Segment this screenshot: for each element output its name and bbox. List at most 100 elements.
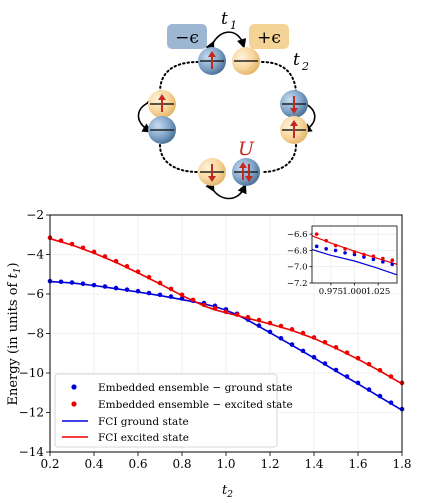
data-point-series-1 (381, 256, 385, 261)
data-point-series-0 (311, 354, 317, 360)
data-point-series-1 (69, 241, 75, 247)
data-point-series-1 (80, 245, 86, 251)
y-tick-label: −7.2 (287, 279, 308, 289)
data-point-series-0 (344, 374, 350, 379)
y-tick-label: −14 (19, 445, 45, 459)
data-point-series-1 (366, 361, 372, 367)
legend-marker-ensemble-ground (71, 384, 77, 390)
data-point-series-1 (102, 254, 108, 259)
data-point-series-1 (314, 232, 319, 236)
data-point-series-1 (91, 249, 97, 255)
main-x-ticks: 0.2 0.4 0.6 0.8 1.0 1.2 1.4 1.6 1.8 (40, 452, 412, 471)
dotted-bond-top-left (159, 61, 199, 93)
data-point-series-0 (388, 400, 394, 405)
series-line-2 (311, 249, 398, 276)
data-point-series-1 (343, 247, 347, 251)
x-tick-label: 0.6 (128, 457, 147, 471)
y-tick-label: −4 (26, 248, 44, 262)
site-top-right (232, 47, 260, 75)
legend-label-fci-ground: FCI ground state (98, 416, 189, 428)
y-tick-label: −6 (26, 287, 44, 301)
legend-marker-ensemble-excited (71, 401, 77, 407)
data-point-series-1 (333, 243, 338, 248)
data-point-series-0 (267, 329, 273, 335)
data-point-series-0 (377, 393, 383, 399)
plus-epsilon-label: +ϵ (257, 28, 281, 48)
data-point-series-1 (212, 305, 218, 311)
t1-label: t (221, 9, 228, 29)
x-tick-label: 1.000 (342, 287, 366, 297)
data-point-series-0 (355, 380, 361, 386)
data-point-series-0 (324, 247, 328, 251)
u-label: U (238, 138, 255, 160)
data-point-series-1 (371, 254, 376, 258)
data-point-series-1 (58, 238, 64, 243)
data-point-series-1 (157, 280, 163, 286)
data-point-series-1 (245, 315, 251, 320)
data-point-series-0 (333, 367, 339, 373)
data-point-series-0 (390, 262, 395, 267)
data-point-series-1 (179, 292, 185, 298)
x-tick-label: 0.8 (172, 457, 191, 471)
data-point-series-0 (278, 335, 284, 341)
dotted-bond-bottom-right (261, 144, 297, 173)
data-point-series-1 (113, 258, 119, 264)
y-tick-label: −2 (26, 208, 44, 222)
data-point-series-1 (311, 335, 317, 340)
x-tick-label: 0.4 (84, 457, 103, 471)
y-tick-label: −6.6 (287, 230, 308, 240)
y-tick-label: −8 (26, 327, 44, 341)
x-tick-label: 1.4 (304, 457, 323, 471)
legend-label-ensemble-ground: Embedded ensemble − ground state (98, 382, 293, 394)
site-right-lower (280, 116, 308, 144)
data-point-series-0 (256, 323, 262, 328)
site-bottom-left (198, 158, 226, 186)
t2-sub: 2 (301, 60, 309, 73)
data-point-series-0 (343, 251, 347, 255)
x-tick-label: 0.2 (40, 457, 59, 471)
site-bottom-right (232, 158, 260, 186)
data-point-series-1 (146, 274, 152, 280)
data-point-series-1 (390, 258, 395, 263)
hubbard-ring-diagram: −ϵ +ϵ t 1 t 2 U (137, 9, 316, 200)
main-y-ticks: −14 −12 −10 −8 −6 −4 −2 (19, 208, 50, 459)
legend-box (54, 373, 278, 448)
data-point-series-0 (124, 287, 130, 292)
data-point-series-0 (333, 248, 338, 253)
inset-series-points (314, 232, 395, 267)
data-point-series-1 (355, 355, 361, 361)
data-point-series-1 (234, 312, 240, 317)
data-point-series-0 (179, 296, 185, 301)
main-series-points (47, 235, 405, 412)
data-point-series-0 (366, 387, 372, 392)
data-point-series-1 (256, 317, 262, 323)
data-point-series-1 (201, 302, 207, 308)
data-point-series-0 (113, 285, 119, 291)
data-point-series-1 (388, 374, 394, 379)
x-tick-label: 1.6 (348, 457, 367, 471)
data-point-series-1 (300, 330, 306, 336)
minus-epsilon-label: −ϵ (175, 28, 199, 48)
site-left-upper (148, 90, 176, 118)
data-point-series-0 (322, 361, 328, 366)
main-plot: 0.2 0.4 0.6 0.8 1.0 1.2 1.4 1.6 1.8 −14−12−10−8−… (6, 208, 412, 500)
data-point-series-0 (91, 282, 97, 288)
data-point-series-1 (267, 320, 273, 326)
data-point-series-1 (168, 286, 174, 292)
hopping-arrow-top (205, 31, 247, 52)
data-point-series-1 (324, 238, 328, 243)
x-axis-label: t2 (222, 483, 233, 500)
x-tick-label: 1.0 (216, 457, 235, 471)
x-tick-label: 1.025 (366, 287, 390, 297)
inset-y-ticks: −6.6 −6.8 −7.0 −7.2 (287, 230, 312, 289)
data-point-series-0 (157, 292, 163, 298)
legend-label-fci-excited: FCI excited state (98, 432, 189, 444)
site-right-upper (280, 90, 308, 118)
data-point-series-1 (289, 327, 295, 332)
data-point-series-0 (371, 257, 376, 262)
y-tick-label: −6.8 (287, 246, 308, 256)
t2-label: t (293, 50, 300, 70)
data-point-series-0 (58, 279, 64, 285)
data-point-series-0 (314, 244, 319, 249)
data-point-series-0 (146, 290, 152, 296)
